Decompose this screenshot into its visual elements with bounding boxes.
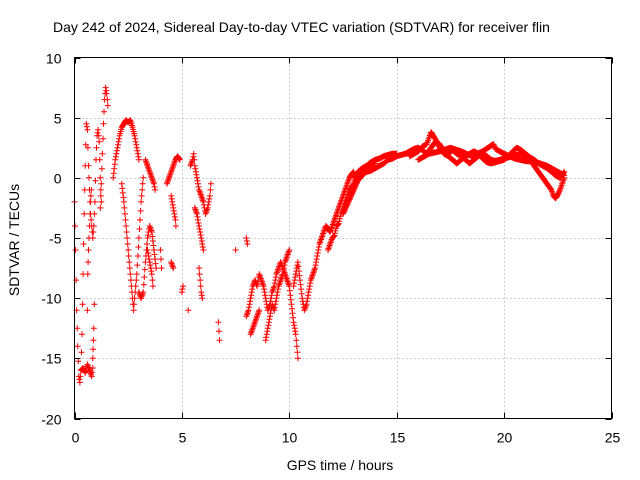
grid-lines <box>74 57 612 419</box>
y-axis-label: SDTVAR / TECUs <box>6 184 22 296</box>
x-tick-label: 5 <box>179 430 187 446</box>
x-tick-label: 25 <box>605 430 621 446</box>
chart-title: Day 242 of 2024, Sidereal Day-to-day VTE… <box>53 19 550 35</box>
x-tick-label: 0 <box>72 430 80 446</box>
y-tick-label: -15 <box>41 351 61 367</box>
tick-labels: 0 5 10 15 20 25 -20 -15 -10 -5 0 5 10 <box>41 51 620 446</box>
y-tick-label: -10 <box>41 291 61 307</box>
y-tick-label: 5 <box>54 111 62 127</box>
x-tick-label: 10 <box>282 430 298 446</box>
series-points <box>71 84 568 386</box>
y-tick-label: 0 <box>54 171 62 187</box>
y-tick-label: -20 <box>41 412 61 428</box>
axis-ticks <box>74 57 613 420</box>
x-axis-label: GPS time / hours <box>287 457 394 473</box>
y-tick-label: 10 <box>46 51 62 67</box>
x-tick-label: 20 <box>497 430 513 446</box>
x-tick-label: 15 <box>390 430 406 446</box>
y-tick-label: -5 <box>49 231 62 247</box>
data-points <box>71 84 568 386</box>
